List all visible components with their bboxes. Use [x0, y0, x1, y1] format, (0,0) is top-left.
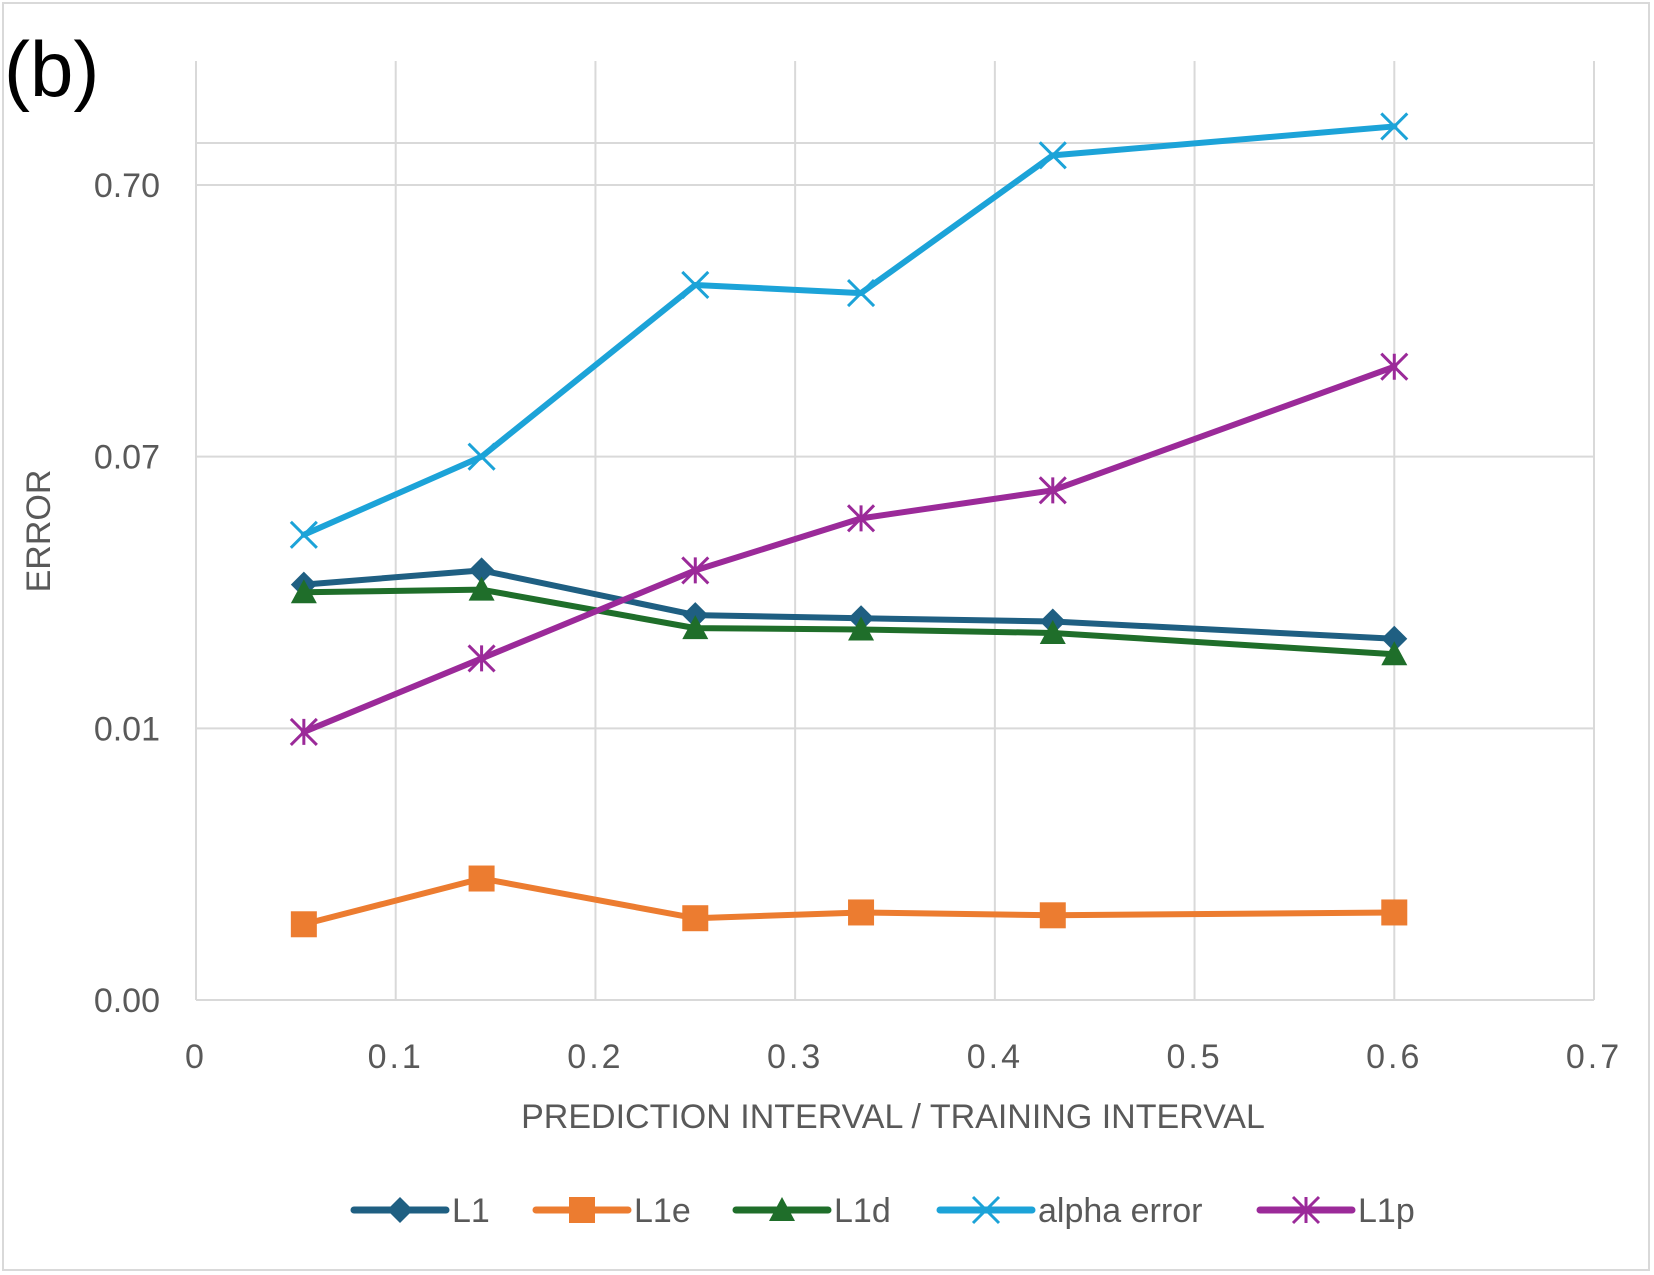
- data-point-l1p: [1380, 352, 1409, 381]
- x-axis-label: PREDICTION INTERVAL / TRAINING INTERVAL: [521, 1098, 1265, 1136]
- data-point-l1: [468, 557, 495, 584]
- legend-item-alpha-error: alpha error: [936, 1192, 1202, 1230]
- legend-marker-alpha-error: [971, 1195, 1001, 1225]
- legend-label-l1d: L1d: [834, 1192, 891, 1230]
- data-point-l1p: [467, 644, 496, 673]
- data-point-l1e: [290, 911, 317, 938]
- legend: L1 L1e L1d alpha error L1p: [350, 1192, 1415, 1230]
- y-tick-label: 0.07: [94, 439, 160, 477]
- data-point-l1p: [1038, 476, 1067, 505]
- series-l1d: [290, 576, 1408, 666]
- data-point-l1d: [848, 616, 875, 641]
- data-point-l1p: [681, 556, 710, 585]
- data-point-alpha-error: [289, 520, 318, 549]
- series-line-alpha-error: [300, 123, 1398, 538]
- legend-item-l1p: L1p: [1256, 1192, 1415, 1230]
- x-tick-label: 0.1: [368, 1038, 424, 1076]
- data-point-l1d: [682, 615, 709, 640]
- x-tick-labels: 0 0.1 0.2 0.3 0.4 0.5 0.6 0.7: [185, 1038, 1622, 1076]
- data-point-alpha-error: [846, 279, 876, 308]
- x-tick-label: 0.3: [767, 1038, 823, 1076]
- y-tick-label: 0.01: [94, 710, 160, 748]
- data-point-l1e: [1381, 899, 1408, 926]
- data-point-l1e: [468, 865, 495, 892]
- y-tick-label: 0.70: [94, 167, 160, 205]
- series-l1p: [289, 352, 1409, 746]
- data-point-l1e: [682, 905, 709, 932]
- data-point-l1p: [846, 504, 876, 533]
- legend-label-alpha-error: alpha error: [1038, 1192, 1202, 1230]
- data-point-l1d: [1381, 641, 1408, 666]
- panel-label: (b): [4, 25, 99, 113]
- y-tick-label: 0.00: [94, 982, 160, 1020]
- x-tick-label: 0.5: [1166, 1038, 1222, 1076]
- data-point-alpha-error: [681, 270, 710, 300]
- x-tick-label: 0.7: [1566, 1038, 1622, 1076]
- series-line-l1d: [300, 586, 1398, 658]
- series-l1: [290, 557, 1408, 652]
- series-alpha-error: [289, 112, 1409, 549]
- data-point-l1p: [289, 717, 318, 746]
- legend-label-l1e: L1e: [634, 1192, 691, 1230]
- y-axis-label: ERROR: [20, 470, 58, 593]
- data-point-l1: [1381, 625, 1408, 652]
- data-point-alpha-error: [1038, 141, 1067, 170]
- legend-item-l1: L1: [350, 1192, 490, 1230]
- legend-label-l1: L1: [452, 1192, 490, 1230]
- series-line-l1p: [300, 363, 1398, 735]
- x-tick-label: 0.6: [1366, 1038, 1422, 1076]
- data-point-l1d: [290, 579, 317, 604]
- legend-item-l1d: L1d: [732, 1192, 891, 1230]
- legend-item-l1e: L1e: [532, 1192, 691, 1230]
- data-point-l1d: [1039, 619, 1066, 644]
- x-tick-label: 0: [185, 1038, 207, 1076]
- line-chart: (b) 0 0.1 0.2 0.3 0.4 0.5 0.6 0.7 0.000.010.070…: [4, 25, 1622, 1230]
- gridlines: [195, 61, 1595, 1001]
- y-tick-labels: 0.00 0.01 0.07 0.70: [94, 167, 160, 1020]
- series-line-l1e: [300, 875, 1398, 928]
- legend-label-l1p: L1p: [1358, 1192, 1415, 1230]
- x-tick-label: 0.2: [567, 1038, 623, 1076]
- series-line-l1: [300, 567, 1398, 642]
- data-point-alpha-error: [467, 442, 496, 471]
- legend-marker-l1d: [769, 1197, 795, 1221]
- series-l1e: [290, 865, 1408, 938]
- legend-marker-l1e: [569, 1197, 595, 1223]
- legend-marker-l1p: [1291, 1195, 1321, 1225]
- data-point-alpha-error: [1380, 112, 1409, 141]
- data-point-l1e: [1039, 902, 1066, 929]
- data-point-l1e: [848, 899, 875, 926]
- series-group: [289, 112, 1409, 938]
- x-tick-label: 0.4: [967, 1038, 1023, 1076]
- data-point-l1d: [468, 576, 495, 601]
- legend-marker-l1: [387, 1197, 413, 1223]
